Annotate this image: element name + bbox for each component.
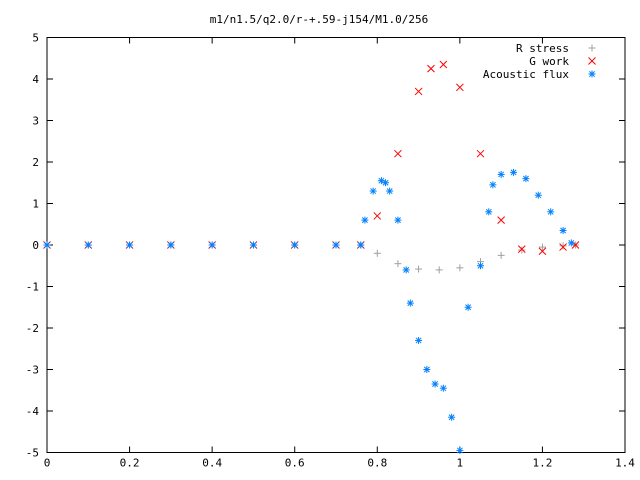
data-point — [456, 83, 464, 92]
series-r-stress — [43, 241, 579, 274]
data-point — [415, 336, 423, 344]
data-point — [402, 266, 410, 274]
x-tick-label: 0.6 — [285, 457, 305, 470]
data-point — [386, 187, 394, 195]
data-point — [435, 266, 443, 274]
x-tick-label: 0.4 — [202, 457, 222, 470]
data-point — [456, 446, 464, 454]
data-point — [439, 384, 447, 392]
data-point — [518, 246, 526, 254]
legend-marker — [588, 44, 596, 52]
data-point — [485, 208, 493, 216]
data-point — [332, 241, 340, 249]
series-g-work — [43, 60, 580, 256]
data-point — [208, 241, 216, 249]
data-point — [559, 243, 567, 251]
data-point — [427, 64, 435, 73]
y-tick-label: 3 — [32, 115, 39, 128]
data-point — [464, 303, 472, 311]
y-tick-label: 0 — [32, 239, 39, 252]
data-point — [394, 260, 402, 268]
data-point — [423, 366, 431, 373]
data-point — [497, 216, 505, 224]
data-point — [414, 87, 423, 96]
data-point — [497, 251, 505, 259]
data-point — [439, 60, 448, 69]
data-point — [538, 243, 546, 251]
data-point — [357, 241, 365, 249]
data-point — [415, 265, 423, 273]
y-tick-label: -3 — [26, 364, 39, 377]
series-acoustic-flux — [43, 168, 575, 454]
data-point — [517, 245, 526, 254]
data-point — [126, 241, 134, 249]
data-point — [249, 241, 257, 249]
data-point — [291, 241, 299, 249]
x-tick-label: 1 — [457, 457, 464, 470]
x-tick-label: 1.4 — [615, 457, 635, 470]
data-point — [406, 299, 414, 307]
data-point — [394, 216, 402, 224]
data-point — [476, 149, 485, 158]
data-point — [373, 249, 381, 257]
y-tick-label: 2 — [32, 156, 39, 169]
y-tick-label: -5 — [26, 447, 39, 460]
x-tick-label: 0.2 — [120, 457, 140, 470]
y-tick-label: -1 — [26, 281, 39, 294]
data-point — [547, 208, 555, 216]
data-point — [431, 380, 439, 388]
legend-marker — [588, 70, 596, 78]
data-point — [522, 175, 530, 183]
data-point — [559, 226, 567, 234]
data-point — [361, 216, 369, 224]
data-point — [167, 241, 175, 249]
y-tick-label: -4 — [26, 405, 40, 418]
legend-label: Acoustic flux — [483, 68, 569, 81]
data-point — [456, 264, 464, 272]
y-tick-label: 4 — [32, 73, 39, 86]
y-tick-label: 1 — [32, 198, 39, 211]
data-point — [489, 181, 497, 189]
data-point — [448, 413, 456, 421]
x-tick-label: 0 — [44, 457, 51, 470]
data-point — [373, 212, 382, 220]
legend-marker — [588, 57, 596, 65]
data-point — [538, 247, 547, 256]
legend-label: G work — [529, 55, 569, 68]
data-point — [510, 168, 518, 176]
data-point — [84, 241, 92, 249]
y-tick-label: 5 — [32, 32, 39, 45]
x-tick-label: 0.8 — [367, 457, 387, 470]
data-point — [394, 149, 402, 158]
data-point — [369, 187, 377, 195]
data-point — [567, 239, 575, 247]
data-point — [382, 179, 390, 187]
y-tick-label: -2 — [26, 322, 39, 335]
chart-title: m1/n1.5/q2.0/r-+.59-j154/M1.0/256 — [210, 13, 429, 26]
data-point — [477, 262, 484, 270]
legend-label: R stress — [516, 42, 569, 55]
x-tick-label: 1.2 — [532, 457, 552, 470]
data-point — [43, 241, 51, 249]
data-point — [534, 191, 542, 199]
data-point — [559, 242, 567, 250]
data-point — [497, 170, 505, 178]
